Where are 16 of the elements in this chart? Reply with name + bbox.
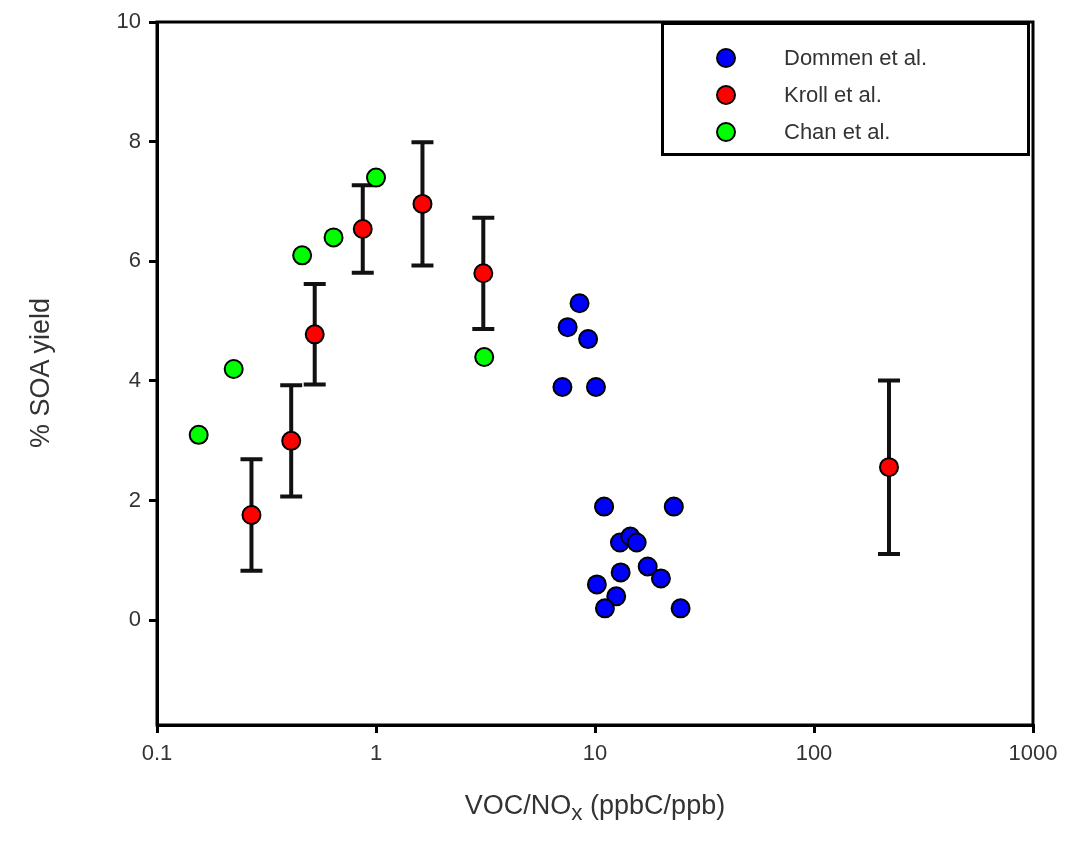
legend-label: Chan et al. [784,118,891,145]
y-tick-label: 10 [116,8,141,34]
y-tick-label: 0 [128,606,141,632]
x-axis-title: VOC/NO$_{x}$ (ppbC/ppb) [463,790,727,827]
y-tick-label: 4 [128,367,141,393]
x-tick-label: 1000 [1008,740,1058,766]
y-tick-label: 6 [128,247,141,273]
y-tick-label: 8 [128,127,141,153]
y-axis-title: % SOA yield [24,297,56,449]
x-tick-label: 10 [582,740,608,766]
x-tick-label: 100 [795,740,833,766]
x-tick-label: 1 [369,740,383,766]
legend-label: Dommen et al. [784,44,928,71]
y-tick-label: 2 [128,486,141,512]
x-tick-label: 0.1 [141,740,173,766]
legend-label: Kroll et al. [784,81,882,108]
